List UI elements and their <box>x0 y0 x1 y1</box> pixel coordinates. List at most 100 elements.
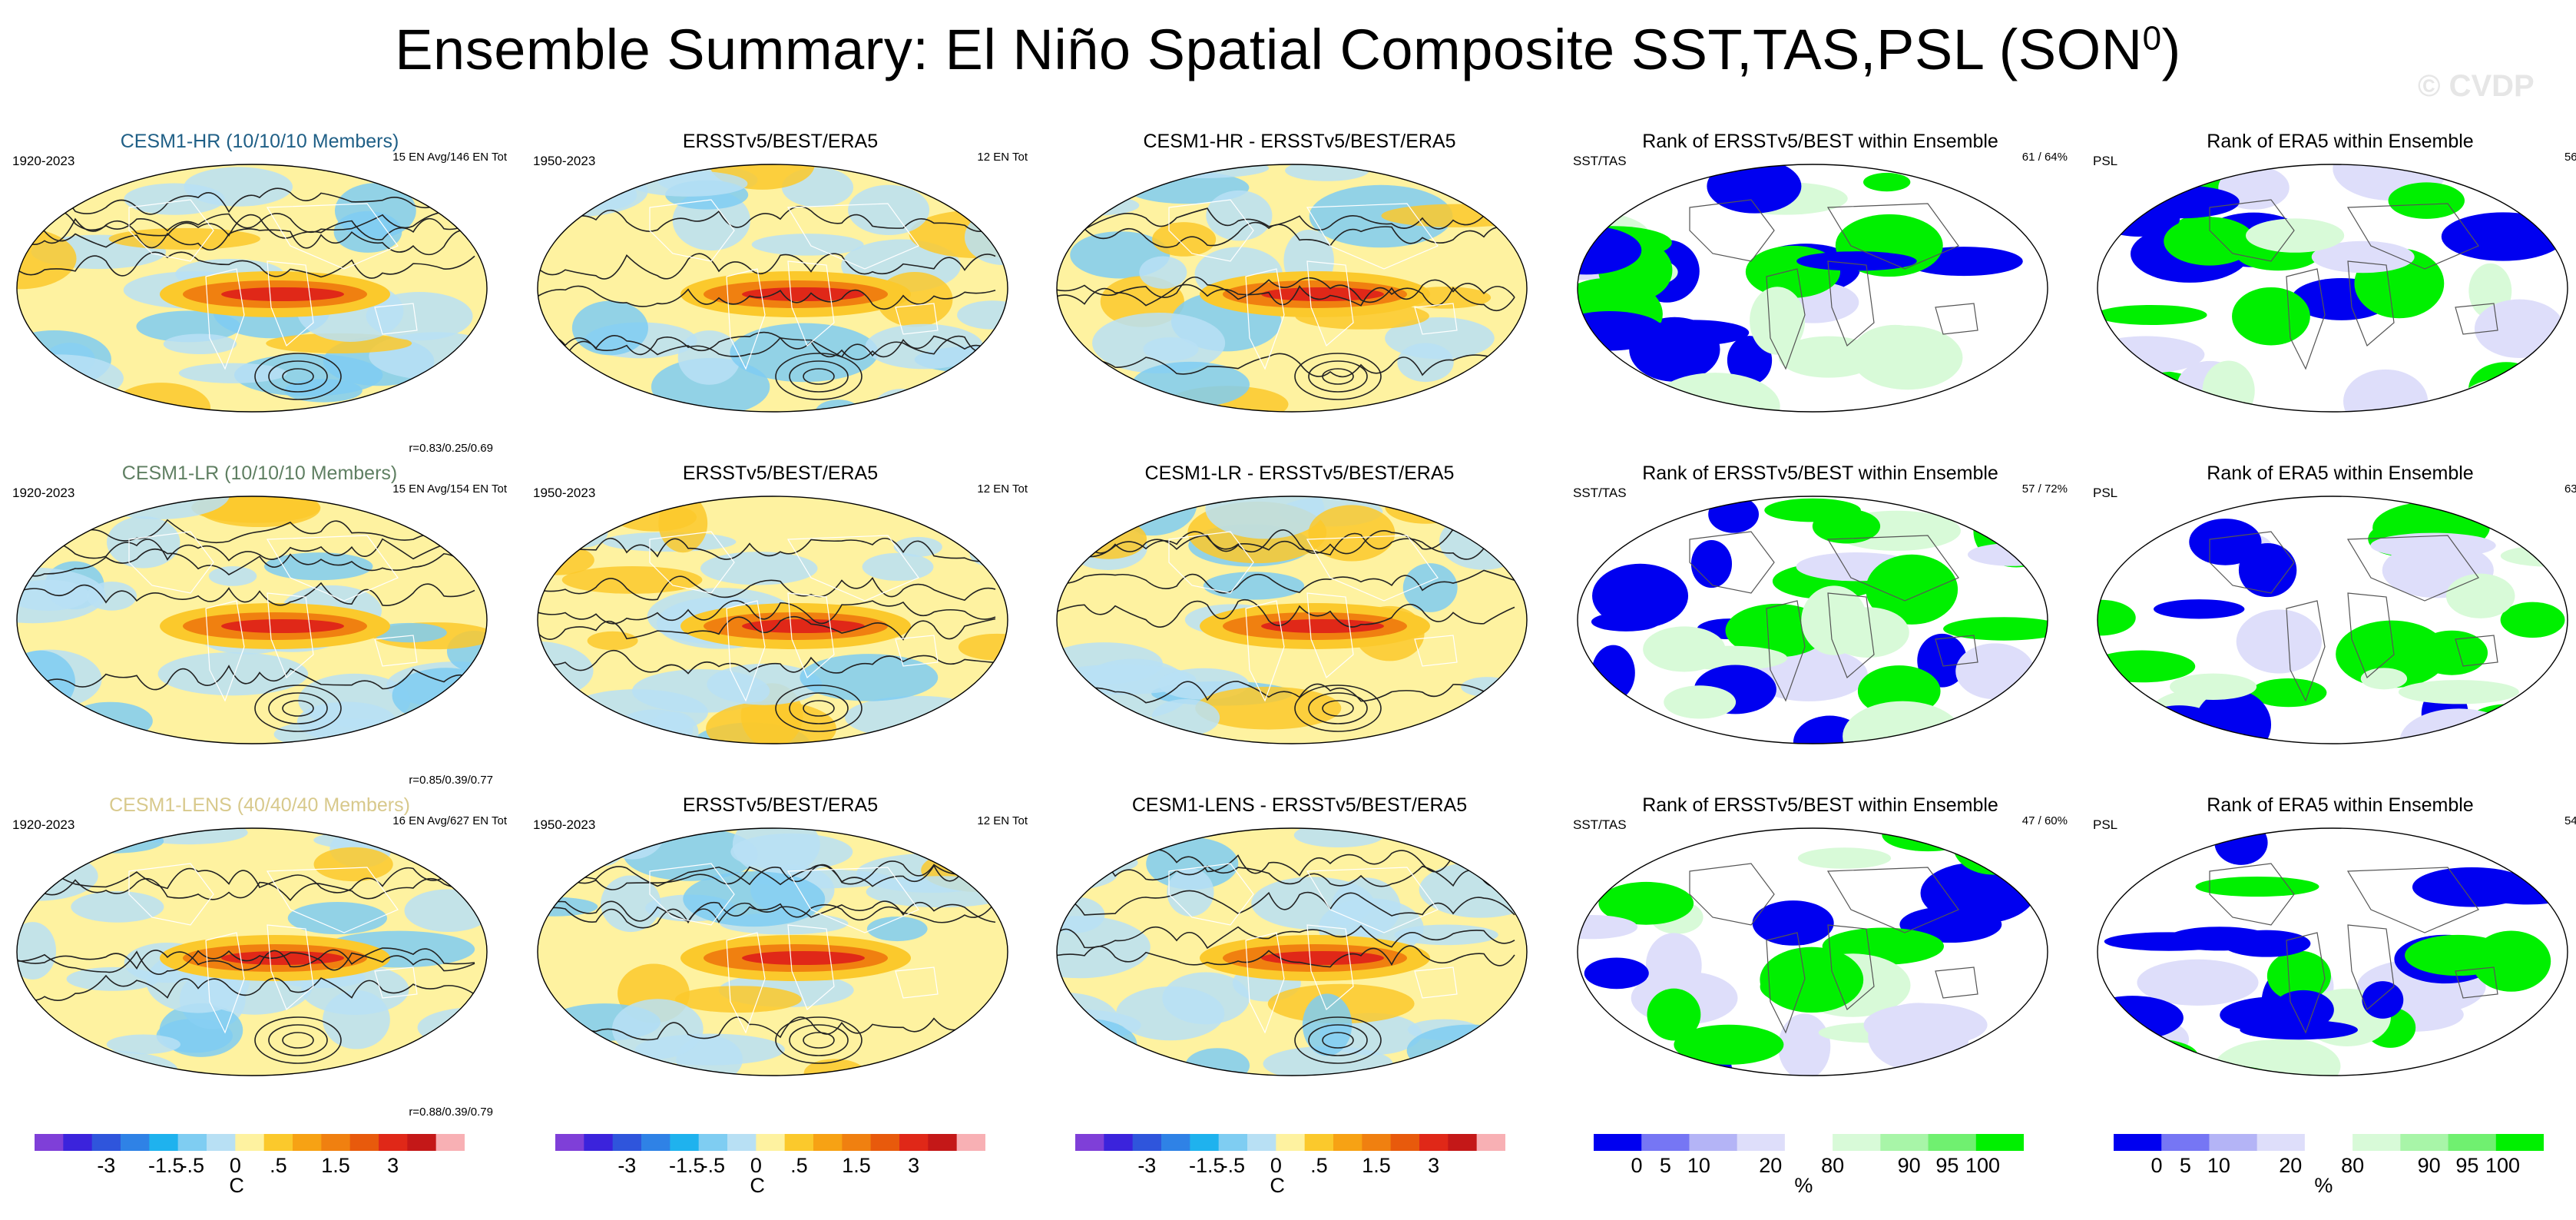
colorbar-swatch <box>784 1134 814 1151</box>
colorbar-tick-label: 3 <box>1428 1154 1440 1177</box>
psl-contour-loop <box>268 692 328 724</box>
panel-right-label: 57 / 72% <box>2021 482 2068 496</box>
psl-contour <box>1057 925 1515 950</box>
rank-patch <box>2343 369 2429 412</box>
continent-outline <box>205 600 245 702</box>
rank-patch <box>2508 389 2568 412</box>
colorbar-swatch <box>1218 1134 1248 1151</box>
colorbar-swatch <box>698 1134 728 1151</box>
anomaly-patch <box>1167 868 1214 917</box>
anomaly-patch <box>1406 1024 1527 1076</box>
rank-patch <box>1578 914 1638 940</box>
continent-outline <box>267 260 314 347</box>
anomaly-patch <box>561 566 703 594</box>
colorbar-swatch <box>1833 1134 1881 1151</box>
rank-patch <box>1866 554 1958 625</box>
anomaly-patch <box>1451 719 1527 744</box>
continent-outline <box>786 535 919 602</box>
rank-patch <box>1955 643 2035 700</box>
colorbar-swatch <box>1784 1134 1833 1151</box>
rank-patch <box>1690 540 1733 588</box>
colorbar-unit: C <box>1270 1174 1285 1197</box>
world-map <box>537 827 1008 1076</box>
psl-contour-loop <box>775 685 863 732</box>
rank-patch <box>1707 164 1802 214</box>
colorbar-swatch <box>207 1134 236 1151</box>
continent-outline <box>2286 600 2326 702</box>
pattern-correlation: r=0.88/0.39/0.79 <box>409 1106 493 1119</box>
rank-patch <box>2246 218 2345 253</box>
colorbar-swatch <box>1641 1134 1690 1151</box>
continent-outline <box>1168 863 1254 926</box>
anomaly-patch <box>1143 336 1199 361</box>
continent-outline <box>2286 268 2326 370</box>
anomaly-patch <box>106 516 180 569</box>
nino-tongue-core <box>221 619 344 633</box>
anomaly-patch <box>551 828 656 850</box>
anomaly-patch <box>1461 677 1514 698</box>
continent-outline <box>374 966 418 999</box>
psl-contour <box>17 228 475 256</box>
map-panel-diff: CESM1-HR - ERSSTv5/BEST/ERA5 <box>1046 129 1553 459</box>
rank-patch <box>1796 251 1917 271</box>
colorbar-tick-label: 1.5 <box>321 1154 350 1177</box>
anomaly-patch <box>958 633 1008 661</box>
colorbar-tick-label: .5 <box>270 1154 287 1177</box>
anomaly-patch <box>538 514 587 535</box>
psl-contour <box>17 214 475 245</box>
continent-outline <box>1414 966 1458 999</box>
psl-contour-loop <box>775 353 863 400</box>
psl-contour <box>17 582 475 606</box>
rank-patch <box>1826 607 1909 658</box>
rank-patch <box>2498 704 2568 744</box>
continent-outline <box>1766 932 1806 1034</box>
continent-outline <box>2209 863 2295 926</box>
psl-contour-loop <box>775 1016 863 1064</box>
continent-outline <box>128 531 214 594</box>
colorbar-tick-label: 90 <box>2417 1154 2441 1177</box>
rank-patch <box>1863 172 1911 192</box>
map-panel-model: CESM1-HR (10/10/10 Members) 1920-2023 15 E… <box>6 129 513 459</box>
anomaly-colorbar-1: -3 -1.5 -.5 0 .5 1.5 3 C <box>35 1134 465 1197</box>
world-map <box>1056 827 1528 1076</box>
continent-outline <box>266 535 399 602</box>
colorbar-tick-label: -1.5 <box>1189 1154 1225 1177</box>
colorbar-swatch <box>1880 1134 1929 1151</box>
colorbar-swatch <box>842 1134 872 1151</box>
anomaly-patch <box>1206 190 1273 241</box>
colorbar-tick-label: -.5 <box>700 1154 726 1177</box>
rank-patch <box>1598 881 1694 925</box>
pattern-correlation: r=0.83/0.25/0.69 <box>409 442 493 455</box>
anomaly-patch <box>1418 1055 1488 1076</box>
colorbar-swatch <box>670 1134 700 1151</box>
colorbar-swatch <box>813 1134 843 1151</box>
colorbar-swatch <box>2448 1134 2497 1151</box>
continent-outline <box>2346 535 2479 602</box>
rank-patch <box>2471 1055 2568 1076</box>
panel-right-label: 16 EN Avg/627 EN Tot <box>392 814 507 827</box>
psl-contour-loop <box>282 368 314 385</box>
colorbar-tick-label: 5 <box>2179 1154 2191 1177</box>
world-map <box>16 164 488 413</box>
continent-outline <box>787 592 835 679</box>
psl-contour <box>538 253 996 280</box>
map-border <box>1056 496 1528 744</box>
anomaly-patch <box>386 164 439 190</box>
rank-patch <box>1778 1013 1831 1076</box>
map-border <box>1056 827 1528 1076</box>
rank-patch <box>1750 287 1806 355</box>
anomaly-patch <box>1085 380 1135 412</box>
panel-right-label: 15 EN Avg/146 EN Tot <box>392 151 507 164</box>
anomaly-patch <box>106 1034 181 1055</box>
anomaly-patch <box>1057 916 1151 979</box>
rank-patch <box>1610 1053 1649 1076</box>
psl-contour <box>1057 353 1515 378</box>
colorbar-swatch <box>91 1134 121 1151</box>
psl-contour-loop <box>789 692 849 724</box>
psl-contour-loop <box>268 1024 328 1056</box>
continent-outline <box>895 635 939 667</box>
anomaly-patch <box>574 179 637 211</box>
anomaly-patch <box>700 552 818 585</box>
continent-outline <box>1689 199 1775 262</box>
anomaly-patch <box>323 990 390 1049</box>
